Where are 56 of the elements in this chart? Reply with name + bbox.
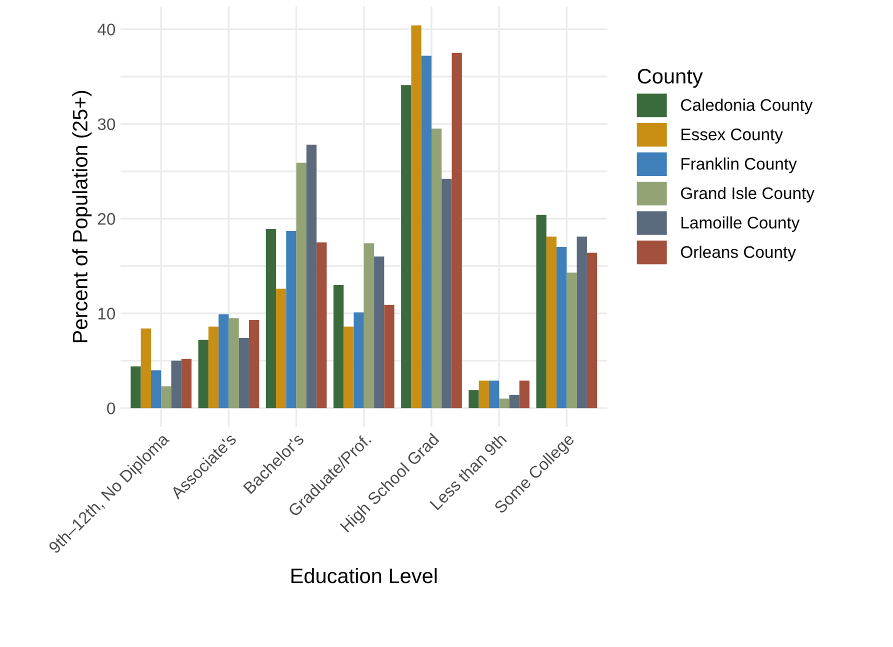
- y-tick-label: 20: [98, 213, 116, 225]
- bar: [306, 144, 317, 408]
- bar: [266, 229, 276, 408]
- bar: [161, 386, 172, 408]
- bar: [218, 314, 229, 408]
- bar: [181, 358, 192, 408]
- legend-label: Grand Isle County: [681, 186, 814, 202]
- bar: [228, 318, 239, 408]
- bar: [354, 312, 364, 408]
- bar: [333, 284, 344, 408]
- bar: [401, 85, 412, 408]
- bar: [364, 243, 374, 408]
- bar: [130, 366, 141, 408]
- bar: [286, 230, 296, 408]
- bar: [344, 326, 354, 408]
- legend-title: County: [638, 68, 703, 88]
- bar: [509, 394, 520, 408]
- y-tick-label: 0: [107, 402, 116, 414]
- bar: [519, 380, 530, 408]
- bar: [421, 56, 432, 408]
- bar: [452, 52, 462, 408]
- bar: [411, 25, 422, 408]
- bar: [238, 338, 249, 408]
- bar: [546, 236, 557, 408]
- bar: [276, 288, 286, 408]
- bar: [499, 398, 510, 408]
- bar: [586, 252, 598, 408]
- bar: [556, 247, 567, 408]
- bar: [248, 320, 260, 408]
- x-axis-title: Education Level: [291, 568, 437, 584]
- bar: [140, 328, 151, 408]
- legend-label: Lamoille County: [682, 216, 800, 232]
- bar: [442, 178, 452, 408]
- y-tick-label: 30: [98, 118, 116, 130]
- bar: [566, 272, 577, 408]
- legend-label: Caledonia County: [681, 98, 813, 114]
- y-tick-label: 40: [98, 24, 116, 36]
- bar: [431, 128, 442, 408]
- bar: [296, 162, 306, 408]
- bar: [468, 390, 479, 408]
- y-axis-title: Percent of Population (25+): [72, 90, 92, 342]
- bar: [171, 360, 182, 408]
- bar: [198, 340, 208, 408]
- bar: [576, 236, 587, 408]
- bar: [374, 256, 384, 408]
- bar: [488, 380, 500, 408]
- bar: [478, 380, 489, 408]
- bar: [316, 242, 327, 408]
- legend-label: Essex County: [682, 128, 783, 144]
- bar: [384, 304, 394, 408]
- y-tick-label: 10: [98, 308, 116, 320]
- legend-label: Orleans County: [680, 246, 796, 262]
- bar: [208, 326, 219, 408]
- bar: [536, 214, 546, 408]
- bar: [150, 370, 162, 408]
- legend-label: Franklin County: [682, 157, 797, 174]
